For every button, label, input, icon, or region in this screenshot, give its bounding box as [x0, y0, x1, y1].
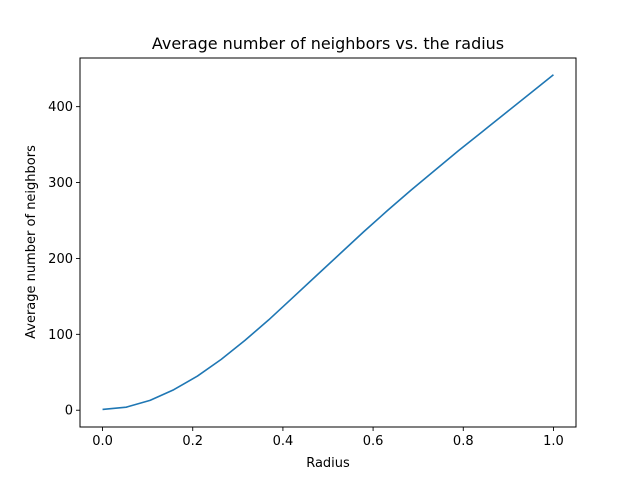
y-tick-label: 0 — [65, 404, 73, 419]
plot-area — [102, 74, 554, 411]
y-axis: 0 100 200 300 400 — [48, 100, 80, 419]
y-tick-label: 200 — [48, 252, 73, 267]
chart-title: Average number of neighbors vs. the radi… — [152, 34, 504, 53]
x-tick-label: 0.4 — [273, 434, 294, 449]
x-axis-title: Radius — [306, 456, 350, 471]
y-tick-label: 100 — [48, 328, 73, 343]
series-line-0 — [102, 74, 554, 411]
x-tick-label: 0.8 — [453, 434, 474, 449]
y-axis-title: Average number of neighbors — [24, 145, 39, 339]
x-tick-label: 0.6 — [363, 434, 384, 449]
x-tick-label: 0.0 — [92, 434, 113, 449]
x-tick-label: 0.2 — [182, 434, 203, 449]
x-tick-label: 1.0 — [543, 434, 564, 449]
y-tick-label: 300 — [48, 176, 73, 191]
plot-frame — [79, 57, 577, 428]
x-axis: 0.0 0.2 0.4 0.6 0.8 1.0 — [92, 427, 564, 449]
y-tick-label: 400 — [48, 100, 73, 115]
